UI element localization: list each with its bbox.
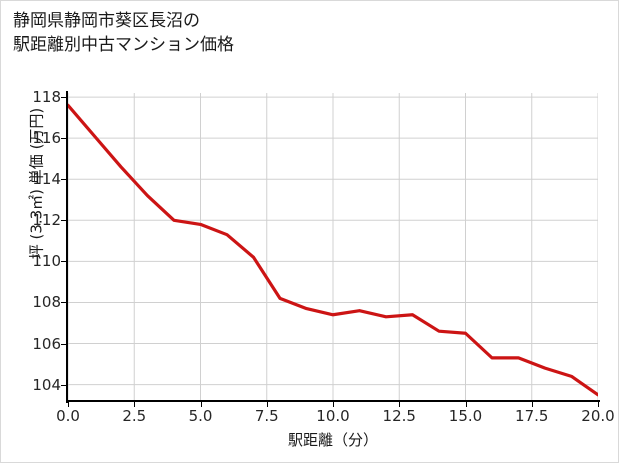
plot-svg: [68, 93, 598, 401]
plot-area: [68, 93, 598, 401]
x-tick-mark: [266, 402, 268, 407]
x-tick-mark: [333, 402, 334, 407]
x-tick-label: 15.0: [448, 407, 483, 425]
x-tick-label: 7.5: [254, 407, 279, 425]
y-tick-mark: [61, 261, 66, 263]
y-tick-label: 104: [32, 375, 61, 394]
x-tick-mark: [598, 402, 599, 407]
y-tick-mark: [61, 343, 66, 345]
y-axis-spine: [66, 91, 68, 403]
x-axis-spine: [66, 400, 600, 402]
x-tick-label: 10.0: [316, 407, 350, 425]
y-tick-mark: [61, 302, 66, 304]
x-tick-label: 17.5: [515, 407, 549, 425]
y-tick-mark: [61, 384, 66, 386]
x-tick-label: 2.5: [122, 407, 147, 425]
y-tick-label: 114: [32, 170, 61, 189]
y-tick-mark: [61, 138, 66, 140]
y-tick-label: 112: [32, 211, 61, 230]
x-tick-mark: [200, 402, 202, 407]
x-tick-mark: [68, 402, 69, 407]
x-tick-label: 0.0: [56, 407, 80, 425]
chart-title: 静岡県静岡市葵区長沼の 駅距離別中古マンション価格: [13, 11, 234, 55]
x-tick-mark: [465, 402, 467, 407]
x-tick-mark: [531, 402, 533, 407]
y-tick-mark: [61, 220, 66, 222]
vertical-gridlines: [68, 93, 598, 401]
y-tick-label: 116: [32, 129, 61, 148]
x-tick-mark: [134, 402, 136, 407]
y-tick-label: 106: [32, 334, 61, 353]
x-tick-label: 12.5: [382, 407, 416, 425]
y-tick-mark: [61, 179, 66, 181]
y-tick-label: 108: [32, 293, 61, 312]
price-line-series: [68, 103, 598, 397]
x-tick-mark: [399, 402, 401, 407]
x-tick-label: 20.0: [581, 407, 615, 425]
y-axis-tick-labels: 104 106 108 110 112 114 116 118: [1, 1, 61, 466]
y-tick-label: 110: [32, 252, 61, 271]
x-axis-label: 駅距離（分）: [287, 431, 378, 449]
y-tick-mark: [61, 97, 66, 99]
y-axis-label: 坪 (3.3㎡) 単価 (万円): [27, 107, 46, 260]
x-tick-label: 5.0: [188, 407, 213, 425]
y-tick-label: 118: [32, 88, 61, 107]
